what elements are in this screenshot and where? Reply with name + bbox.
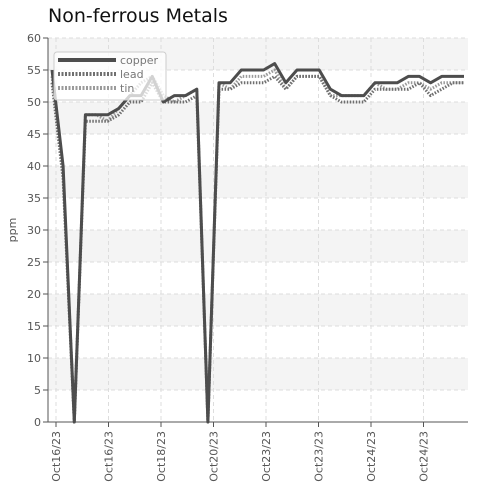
y-tick-label: 15 <box>27 320 41 333</box>
plot-band <box>48 294 468 326</box>
x-tick-label: Oct24/23 <box>418 431 431 482</box>
legend-label-copper: copper <box>120 54 159 67</box>
x-tick-label: Oct23/23 <box>260 431 273 482</box>
legend-label-tin: tin <box>120 82 134 95</box>
y-tick-label: 5 <box>34 384 41 397</box>
series-line-copper <box>50 62 464 424</box>
y-tick-label: 60 <box>27 32 41 45</box>
x-tick-label: Oct24/23 <box>365 431 378 482</box>
y-tick-label: 10 <box>27 352 41 365</box>
y-axis-label: ppm <box>6 218 19 243</box>
y-tick-label: 55 <box>27 64 41 77</box>
x-tick-label: Oct16/23 <box>103 431 116 482</box>
y-tick-label: 35 <box>27 192 41 205</box>
chart-title: Non-ferrous Metals <box>48 5 228 27</box>
y-tick-label: 50 <box>27 96 41 109</box>
y-tick-label: 30 <box>27 224 41 237</box>
y-tick-label: 0 <box>34 416 41 429</box>
plot-band <box>48 166 468 198</box>
plot-band <box>48 358 468 390</box>
x-tick-label: Oct23/23 <box>313 431 326 482</box>
legend-label-lead: lead <box>120 68 144 81</box>
y-tick-label: 40 <box>27 160 41 173</box>
plot-band <box>48 230 468 262</box>
x-tick-label: Oct20/23 <box>208 431 221 482</box>
x-tick-label: Oct18/23 <box>155 431 168 482</box>
y-tick-label: 45 <box>27 128 41 141</box>
legend-box <box>53 51 167 101</box>
x-tick-label: Oct16/23 <box>50 431 63 482</box>
y-tick-label: 25 <box>27 256 41 269</box>
series-line-lead <box>50 74 464 424</box>
y-tick-label: 20 <box>27 288 41 301</box>
